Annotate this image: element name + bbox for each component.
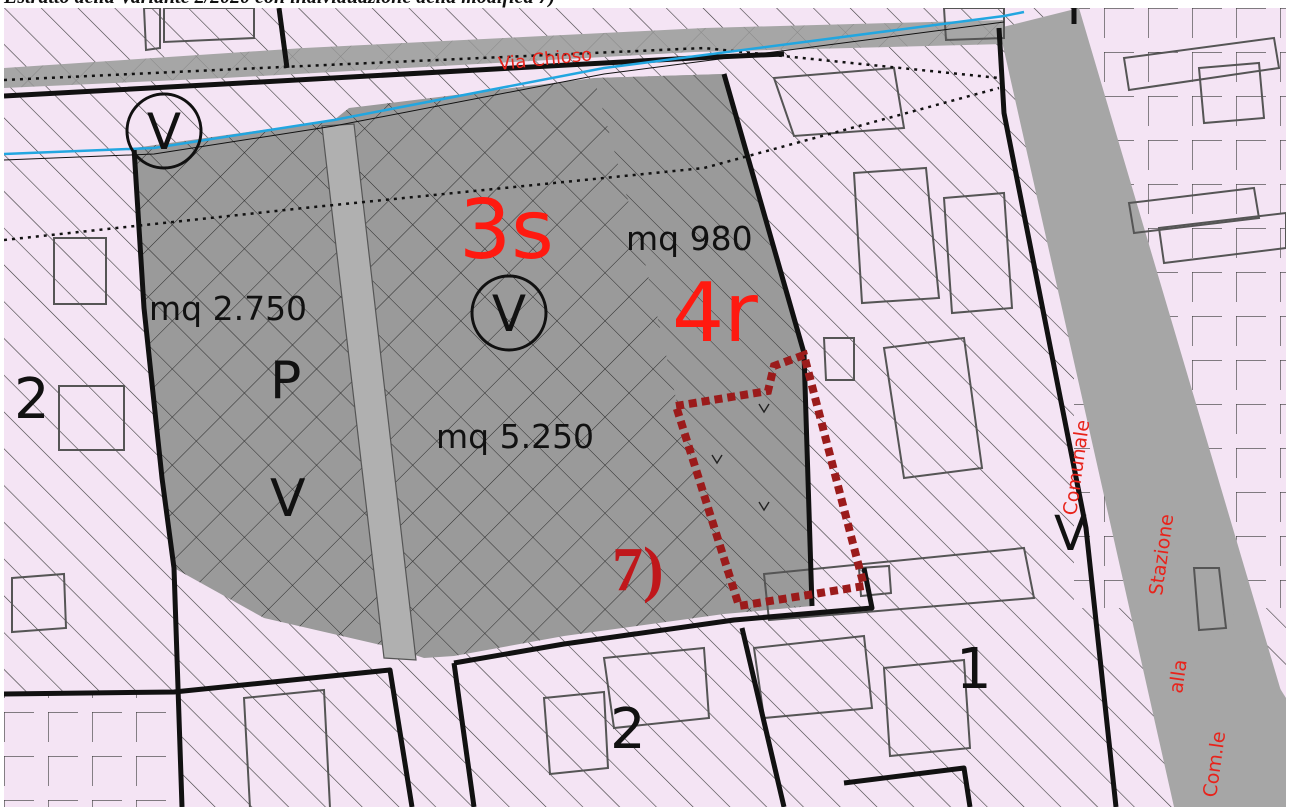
area-label-5250: mq 5.250 [436, 417, 594, 456]
area-label-2750: mq 2.750 [149, 289, 307, 328]
circle-v-1-label: V [147, 103, 181, 161]
grid-zone-bottom-left-pattern [4, 694, 180, 807]
letter-v-road: V [1054, 506, 1087, 562]
circle-v-symbol-2 [470, 274, 548, 352]
zone-number-2-bottom: 2 [610, 697, 646, 762]
letter-p: P [270, 351, 301, 411]
letter-v: V [270, 469, 306, 529]
circle-v-2-label: V [492, 285, 526, 343]
slope-arrows [711, 403, 770, 512]
area-label-980: mq 980 [626, 219, 753, 258]
map-caption: Estratto della Variante 2/2020 con indiv… [4, 0, 555, 9]
street-label-alla: alla [1165, 658, 1191, 695]
dotted-limits [4, 46, 1000, 242]
zone-number-1: 1 [956, 637, 992, 702]
modification-7-outline [670, 349, 869, 611]
watercourse [4, 10, 1025, 156]
map-canvas: V V Via Chioso 3s 4r mq 980 mq 2.750 mq … [4, 8, 1286, 807]
zone-label-4r: 4r [672, 266, 758, 361]
planning-map: V V Via Chioso 3s 4r mq 980 mq 2.750 mq … [4, 8, 1286, 807]
circle-v-symbol-1 [125, 92, 203, 170]
zone-label-3s: 3s [459, 183, 554, 278]
modification-label-7: 7) [612, 536, 664, 604]
zone-number-2-left: 2 [14, 367, 50, 432]
